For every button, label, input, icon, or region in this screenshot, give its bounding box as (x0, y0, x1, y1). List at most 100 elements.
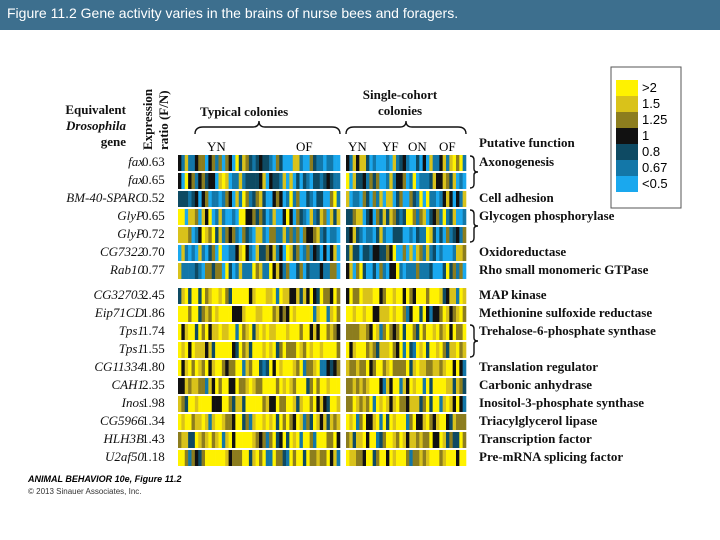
heatmap-cell (289, 360, 294, 376)
heatmap-cell (382, 396, 387, 412)
heatmap-cell (299, 245, 304, 261)
single-brace (345, 120, 467, 135)
heatmap-cell (459, 306, 463, 322)
heatmap-cell (419, 324, 423, 340)
heatmap-cell (362, 342, 367, 358)
heatmap-cell (412, 432, 417, 448)
heatmap-cell (265, 191, 270, 207)
heatmap-cell (319, 306, 324, 322)
heatmap-cell (366, 378, 370, 394)
heatmap-cell (299, 306, 304, 322)
heatmap-cell (399, 227, 403, 243)
heatmap-cell (316, 227, 321, 243)
heatmap-cell (306, 414, 310, 430)
heatmap-cell (238, 342, 243, 358)
heatmap-cell (366, 209, 370, 225)
heatmap-cell (309, 227, 314, 243)
heatmap-cell (275, 360, 280, 376)
heatmap-cell (238, 360, 243, 376)
heatmap-cell (336, 396, 341, 412)
ratio-label: 1.18 (142, 449, 165, 464)
heatmap-cell (309, 360, 314, 376)
heatmap-cell (329, 173, 334, 189)
heatmap-cell (379, 360, 383, 376)
heatmap-cell (399, 360, 403, 376)
heatmap-cell (292, 414, 297, 430)
heatmap-cell (232, 191, 236, 207)
heatmap-cell (221, 450, 226, 466)
heatmap-cell (215, 173, 219, 189)
heatmap-cell (296, 324, 300, 340)
heatmap-cell (215, 263, 219, 279)
heatmap-cell (349, 450, 353, 466)
heatmap-cell (299, 173, 304, 189)
figure-credit: ANIMAL BEHAVIOR 10e, Figure 11.2 (28, 474, 182, 484)
heatmap-cell (326, 324, 331, 340)
heatmap-cell (412, 324, 417, 340)
heatmap-cell (208, 288, 213, 304)
heatmap-cell (329, 288, 334, 304)
gene-label: CAH1 (111, 377, 145, 392)
heatmap-cell (245, 245, 250, 261)
heatmap-cell (211, 360, 216, 376)
heatmap-cell (352, 191, 357, 207)
heatmap-cell (228, 263, 233, 279)
heatmap-cell (442, 209, 447, 225)
gene-label: CG7322 (99, 244, 144, 259)
heatmap-cell (215, 450, 219, 466)
heatmap-cell (252, 414, 256, 430)
heatmap-cell (211, 245, 216, 261)
heatmap-cell (333, 191, 337, 207)
heatmap-cell (205, 155, 209, 171)
heatmap-cell (419, 450, 423, 466)
heatmap-cell (188, 432, 192, 448)
heatmap-cell (279, 450, 283, 466)
heatmap-cell (416, 378, 420, 394)
heatmap-cell (269, 378, 273, 394)
heatmap-cell (242, 306, 246, 322)
heatmap-cell (282, 324, 287, 340)
heatmap-cell (302, 306, 307, 322)
heatmap-cell (259, 432, 263, 448)
heatmap-cell (275, 209, 280, 225)
heatmap-cell (333, 378, 337, 394)
heatmap-cell (316, 288, 321, 304)
ratio-label: 0.65 (142, 172, 165, 187)
heatmap-cell (462, 306, 467, 322)
heatmap-cell (252, 245, 256, 261)
heatmap-cell (432, 432, 437, 448)
heatmap-cell (402, 209, 407, 225)
heatmap-cell (238, 378, 243, 394)
ratio-header-line: ratio (F/N) (156, 90, 171, 150)
heatmap-cell (429, 414, 433, 430)
heatmap-row (178, 209, 467, 225)
heatmap-cell (349, 342, 353, 358)
heatmap-cell (242, 245, 246, 261)
heatmap-cell (376, 414, 380, 430)
heatmap-cell (372, 360, 377, 376)
heatmap-cell (432, 191, 437, 207)
heatmap-cell (272, 227, 277, 243)
heatmap-cell (178, 378, 182, 394)
heatmap-cell (439, 173, 443, 189)
heatmap-cell (446, 209, 450, 225)
heatmap-cell (456, 360, 460, 376)
heatmap-cell (184, 342, 189, 358)
heatmap-cell (306, 360, 310, 376)
heatmap-cell (416, 450, 420, 466)
heatmap-cell (389, 191, 393, 207)
heatmap-cell (242, 155, 246, 171)
heatmap-cell (323, 209, 327, 225)
heatmap-cell (406, 288, 410, 304)
heatmap-cell (221, 245, 226, 261)
heatmap-cell (316, 245, 321, 261)
heatmap-cell (406, 450, 410, 466)
heatmap-cell (302, 324, 307, 340)
function-label: Axonogenesis (479, 154, 555, 169)
heatmap-cell (382, 378, 387, 394)
heatmap-cell (376, 245, 380, 261)
heatmap-cell (362, 450, 367, 466)
heatmap-cell (269, 191, 273, 207)
ratio-label: 0.72 (142, 226, 165, 241)
heatmap-cell (406, 173, 410, 189)
